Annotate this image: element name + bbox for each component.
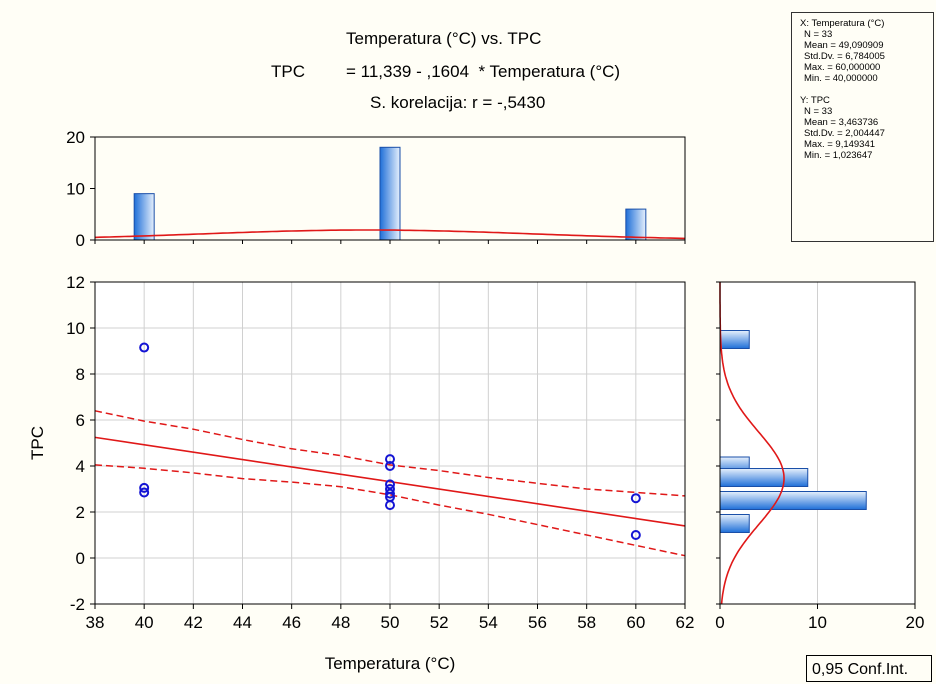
x-tick-label: 50 (381, 613, 400, 632)
data-point (385, 479, 395, 490)
summary-stats-box: X: Temperatura (°C) N = 33 Mean = 49,090… (791, 12, 934, 242)
y-stat-min: Min. = 1,023647 (804, 150, 873, 161)
x-tick-label: 46 (282, 613, 301, 632)
data-point (630, 530, 641, 540)
y-tick-label: 0 (76, 549, 85, 568)
y-tick-label: 2 (76, 503, 85, 522)
chart-header: Temperatura (°C) vs. TPC TPC = 11,339 - … (0, 0, 936, 125)
x-tick-label: 48 (331, 613, 350, 632)
y-stat-max: Max. = 9,149341 (804, 139, 876, 150)
x-stat-sd: Std.Dv. = 6,784005 (804, 51, 885, 62)
data-point (630, 493, 641, 504)
y-axis-label: TPC (28, 426, 47, 460)
y-tick-label: 8 (76, 365, 85, 384)
data-point (385, 454, 395, 465)
y-histogram-x-tick-label: 10 (808, 613, 827, 632)
x-tick-label: 52 (430, 613, 449, 632)
x-histogram-y-tick-label: 0 (76, 231, 85, 250)
y-histogram-bar (719, 514, 750, 533)
y-tick-label: 12 (66, 273, 85, 292)
x-stat-n: N = 33 (804, 29, 833, 40)
confidence-interval-label: 0,95 Conf.Int. (806, 655, 932, 682)
x-stats-heading: X: Temperatura (°C) (800, 18, 885, 29)
x-histogram-bar (133, 193, 155, 241)
y-histogram-bar (719, 330, 750, 349)
x-tick-label: 38 (86, 613, 105, 632)
y-histogram-x-tick-label: 0 (715, 613, 724, 632)
regression-equation-lhs: TPC (271, 62, 305, 81)
ci-lower-line (94, 464, 686, 557)
x-histogram-bar (379, 146, 401, 241)
x-normal-curve (94, 229, 686, 240)
data-point (385, 500, 395, 511)
correlation-text: S. korelacija: r = -,5430 (370, 93, 546, 112)
x-stat-min: Min. = 40,000000 (804, 73, 878, 84)
x-tick-label: 54 (479, 613, 498, 632)
regression-line (94, 436, 686, 527)
y-tick-label: 6 (76, 411, 85, 430)
y-stat-n: N = 33 (804, 106, 833, 117)
x-axis-label: Temperatura (°C) (325, 654, 456, 673)
y-tick-label: -2 (70, 595, 85, 614)
x-tick-label: 62 (676, 613, 695, 632)
data-point (385, 461, 395, 471)
y-histogram-x-tick-label: 20 (906, 613, 925, 632)
x-tick-label: 60 (626, 613, 645, 632)
regression-equation-rhs: = 11,339 - ,1604 * Temperatura (°C) (346, 62, 621, 81)
x-tick-label: 58 (577, 613, 596, 632)
x-histogram-panel: 0 10 20 (66, 128, 686, 250)
y-normal-curve (719, 282, 785, 605)
x-histogram-bar (625, 208, 647, 241)
x-stat-max: Max. = 60,000000 (804, 62, 881, 73)
x-stat-mean: Mean = 49,090909 (804, 40, 884, 51)
x-tick-label: 40 (135, 613, 154, 632)
x-histogram-y-tick-label: 20 (66, 128, 85, 147)
y-stat-mean: Mean = 3,463736 (804, 117, 879, 128)
x-tick-label: 56 (528, 613, 547, 632)
data-point (385, 488, 395, 499)
y-tick-label: 4 (76, 457, 85, 476)
x-histogram-y-tick-label: 10 (66, 180, 85, 199)
x-tick-label: 42 (184, 613, 203, 632)
y-histogram-bar (719, 468, 809, 487)
scatter-panel: 38 40 42 44 46 48 50 52 54 56 58 60 62-2024681012Tem… (28, 273, 694, 673)
y-stat-sd: Std.Dv. = 2,004447 (804, 128, 885, 139)
y-stats-heading: Y: TPC (800, 95, 830, 106)
y-tick-label: 10 (66, 319, 85, 338)
data-point (139, 487, 150, 498)
y-histogram-panel: 0 10 20 (715, 281, 925, 632)
data-point (139, 482, 150, 493)
chart-title: Temperatura (°C) vs. TPC (346, 29, 542, 48)
x-tick-label: 44 (233, 613, 252, 632)
y-histogram-bar (719, 491, 867, 510)
ci-upper-line (94, 410, 686, 497)
data-point (139, 342, 150, 353)
